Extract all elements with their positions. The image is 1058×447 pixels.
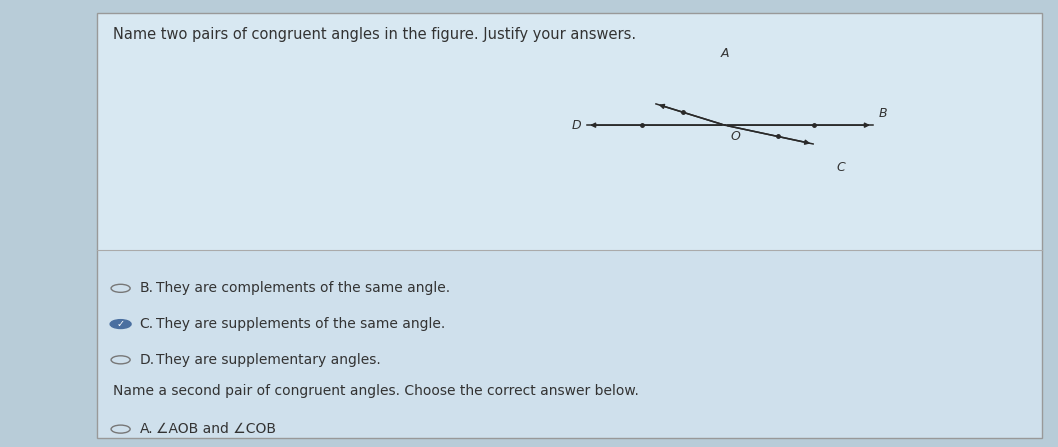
Text: B: B <box>879 107 888 121</box>
Text: They are supplements of the same angle.: They are supplements of the same angle. <box>156 317 444 331</box>
Text: Name two pairs of congruent angles in the figure. Justify your answers.: Name two pairs of congruent angles in th… <box>113 27 636 42</box>
Circle shape <box>110 320 131 329</box>
Text: A.: A. <box>140 422 153 436</box>
Text: A: A <box>720 47 729 60</box>
Text: B.: B. <box>140 281 153 295</box>
Text: ∠AOB and ∠COB: ∠AOB and ∠COB <box>156 422 275 436</box>
Bar <box>97 13 1042 250</box>
Text: D.: D. <box>140 353 154 367</box>
Text: C: C <box>837 161 845 174</box>
Text: They are complements of the same angle.: They are complements of the same angle. <box>156 281 450 295</box>
Bar <box>97 13 1042 438</box>
Text: Name a second pair of congruent angles. Choose the correct answer below.: Name a second pair of congruent angles. … <box>113 384 639 398</box>
Bar <box>97 250 1042 438</box>
Text: D: D <box>571 118 582 132</box>
Text: They are supplementary angles.: They are supplementary angles. <box>156 353 380 367</box>
Text: C.: C. <box>140 317 153 331</box>
Text: O: O <box>730 130 741 143</box>
Text: ✓: ✓ <box>116 319 125 329</box>
